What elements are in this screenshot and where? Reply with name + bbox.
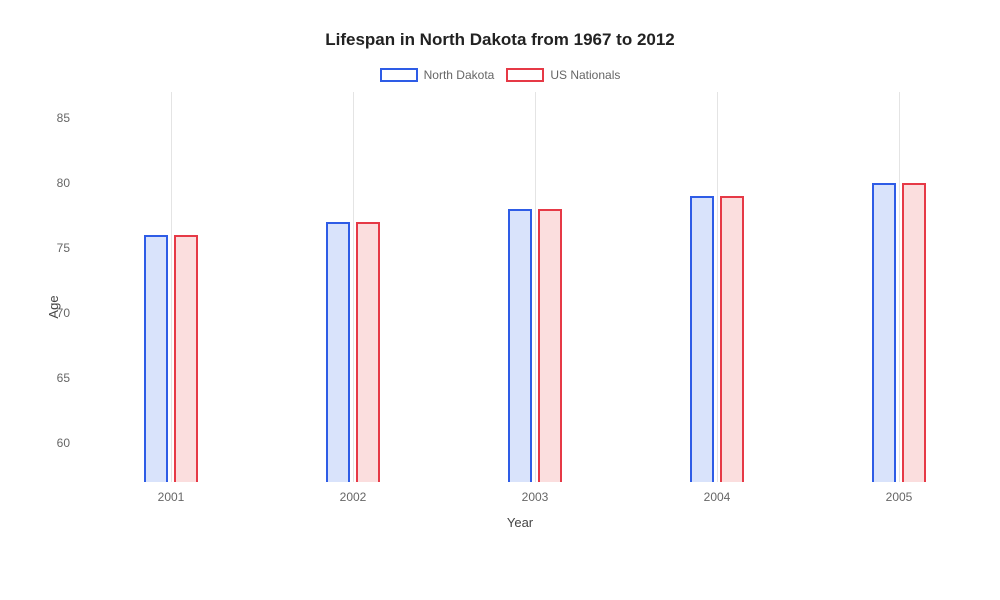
x-tick: 2004 (704, 490, 731, 504)
bar (720, 196, 744, 482)
chart-title: Lifespan in North Dakota from 1967 to 20… (30, 30, 970, 50)
x-tick: 2005 (886, 490, 913, 504)
bar-group (690, 196, 744, 482)
chart-container: Lifespan in North Dakota from 1967 to 20… (0, 0, 1000, 600)
x-tick: 2001 (158, 490, 185, 504)
y-axis: 60 65 70 75 80 85 (30, 92, 80, 482)
bar (326, 222, 350, 482)
bar (356, 222, 380, 482)
plot-area: Age 606570758085 Year 200120022003200420… (80, 92, 960, 522)
x-tick: 2002 (340, 490, 367, 504)
bar-group (326, 222, 380, 482)
y-tick: 60 (57, 436, 70, 450)
y-tick: 65 (57, 371, 70, 385)
y-tick: 75 (57, 241, 70, 255)
bar (144, 235, 168, 482)
bar (508, 209, 532, 482)
legend-label-north-dakota: North Dakota (424, 68, 495, 82)
bar-group (144, 235, 198, 482)
y-tick: 85 (57, 111, 70, 125)
bar (174, 235, 198, 482)
legend: North Dakota US Nationals (30, 68, 970, 82)
legend-swatch-north-dakota (380, 68, 418, 82)
x-axis-label: Year (507, 515, 533, 530)
legend-label-us-nationals: US Nationals (550, 68, 620, 82)
x-axis: Year 20012002200320042005 (80, 482, 960, 522)
bar (872, 183, 896, 482)
x-tick: 2003 (522, 490, 549, 504)
bar (538, 209, 562, 482)
legend-item-north-dakota: North Dakota (380, 68, 495, 82)
bar-group (872, 183, 926, 482)
y-tick: 80 (57, 176, 70, 190)
bar (902, 183, 926, 482)
y-tick: 70 (57, 306, 70, 320)
bar (690, 196, 714, 482)
bars-area (80, 92, 960, 482)
legend-swatch-us-nationals (506, 68, 544, 82)
bar-group (508, 209, 562, 482)
legend-item-us-nationals: US Nationals (506, 68, 620, 82)
